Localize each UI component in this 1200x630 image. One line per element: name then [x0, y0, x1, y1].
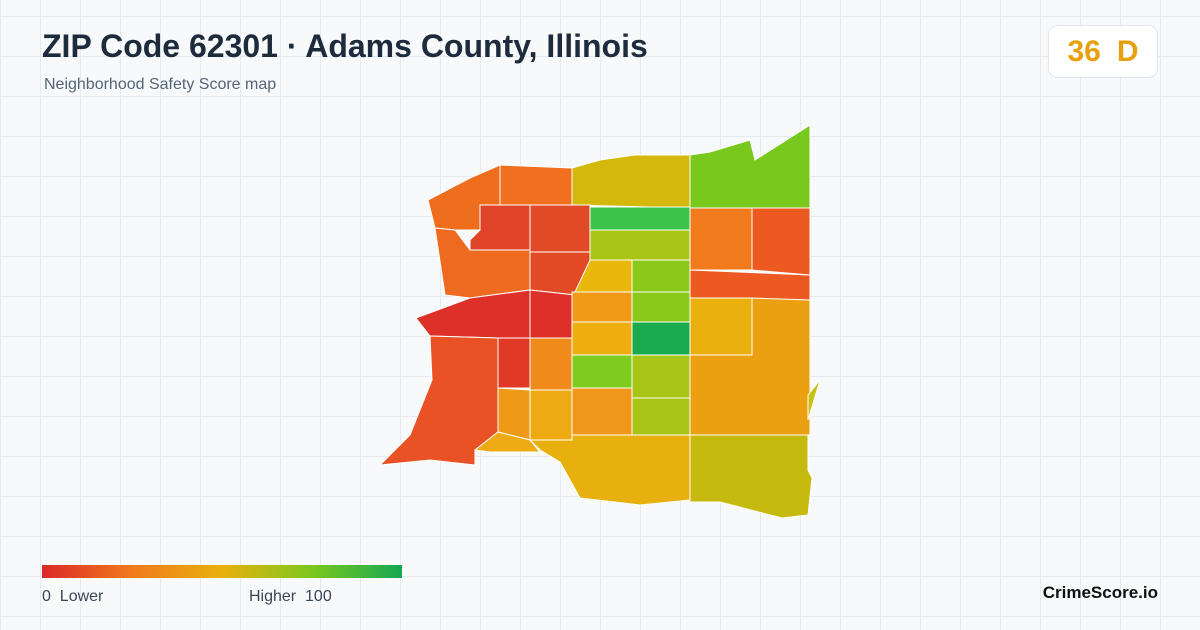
score-grade: D — [1116, 34, 1139, 68]
score-badge: 36 D — [1048, 25, 1158, 78]
area — [631, 321, 691, 356]
area — [589, 206, 691, 231]
area — [529, 389, 573, 441]
area — [529, 204, 591, 253]
brand: CrimeScore.io — [1042, 583, 1158, 602]
area — [415, 289, 531, 339]
area — [571, 321, 633, 356]
legend-max-label: Higher — [249, 588, 297, 605]
area — [689, 297, 753, 356]
legend-bar — [42, 565, 402, 578]
area — [631, 354, 691, 399]
area — [689, 124, 811, 209]
area — [497, 337, 531, 389]
area — [631, 397, 691, 436]
area — [571, 354, 633, 389]
area — [497, 387, 531, 441]
area — [631, 259, 691, 293]
area — [689, 207, 753, 271]
area — [751, 207, 811, 276]
legend-min-label: Lower — [59, 588, 104, 605]
area — [499, 164, 573, 206]
area — [631, 291, 691, 323]
area — [571, 387, 633, 436]
score-value: 36 — [1067, 34, 1101, 68]
area — [689, 434, 813, 519]
title: ZIP Code 62301 · Adams County, Illinois — [42, 28, 648, 64]
area — [589, 229, 691, 261]
area — [473, 431, 542, 453]
area — [807, 379, 821, 421]
legend-high: Higher 100 — [249, 588, 332, 606]
area — [689, 269, 811, 301]
legend-low: 0 Lower — [42, 588, 103, 606]
area — [571, 291, 633, 323]
legend-min: 0 — [42, 588, 51, 605]
area — [528, 434, 691, 506]
legend-max: 100 — [305, 588, 332, 605]
area — [571, 154, 691, 209]
area — [529, 289, 576, 339]
area — [529, 337, 573, 391]
subtitle: Neighborhood Safety Score map — [44, 76, 277, 93]
